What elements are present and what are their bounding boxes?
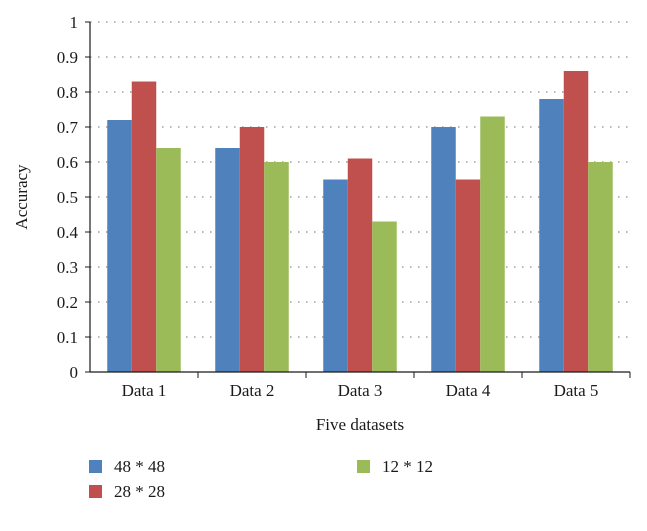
bar	[480, 116, 505, 372]
x-axis-title: Five datasets	[316, 415, 404, 434]
bar	[539, 99, 564, 372]
bars	[107, 71, 613, 372]
y-tick-label: 0.6	[57, 153, 78, 172]
bar	[372, 221, 397, 372]
y-tick-label: 0.9	[57, 48, 78, 67]
legend-label: 28 * 28	[114, 482, 165, 501]
legend-label: 48 * 48	[114, 457, 165, 476]
y-tick-label: 0.3	[57, 258, 78, 277]
bar	[323, 179, 348, 372]
legend-item: 48 * 48	[89, 457, 165, 476]
y-tick-label: 0	[70, 363, 79, 382]
y-tick-label: 1	[70, 13, 79, 32]
bar	[107, 120, 132, 372]
y-axis-title: Accuracy	[12, 164, 31, 230]
bar	[131, 81, 157, 372]
legend-swatch	[357, 460, 370, 473]
x-tick-label: Data 3	[338, 381, 383, 400]
axes	[85, 21, 631, 378]
y-tick-label: 0.1	[57, 328, 78, 347]
y-tick-label: 0.4	[57, 223, 79, 242]
legend-swatch	[89, 485, 102, 498]
bar	[239, 127, 265, 372]
legend-item: 28 * 28	[89, 482, 165, 501]
y-tick-label: 0.8	[57, 83, 78, 102]
bar	[588, 162, 613, 372]
bar	[563, 71, 589, 372]
legend-swatch	[89, 460, 102, 473]
bar	[215, 148, 240, 372]
legend-item: 12 * 12	[357, 457, 433, 476]
legend-label: 12 * 12	[382, 457, 433, 476]
y-tick-label: 0.7	[57, 118, 79, 137]
bar	[264, 162, 289, 372]
x-tick-label: Data 4	[446, 381, 491, 400]
x-tick-labels: Data 1 Data 2 Data 3 Data 4 Data 5	[122, 381, 599, 400]
bar	[156, 148, 181, 372]
bar	[431, 127, 456, 372]
y-tick-labels: 0 0.1 0.2 0.3 0.4 0.5 0.6 0.7 0.8 0.9 1	[57, 13, 79, 382]
y-tick-label: 0.5	[57, 188, 78, 207]
x-tick-label: Data 1	[122, 381, 167, 400]
y-tick-label: 0.2	[57, 293, 78, 312]
bar	[347, 158, 373, 372]
legend: 48 * 48 28 * 28 12 * 12	[89, 457, 433, 501]
x-tick-label: Data 2	[230, 381, 275, 400]
bar	[455, 179, 481, 372]
x-tick-label: Data 5	[554, 381, 599, 400]
